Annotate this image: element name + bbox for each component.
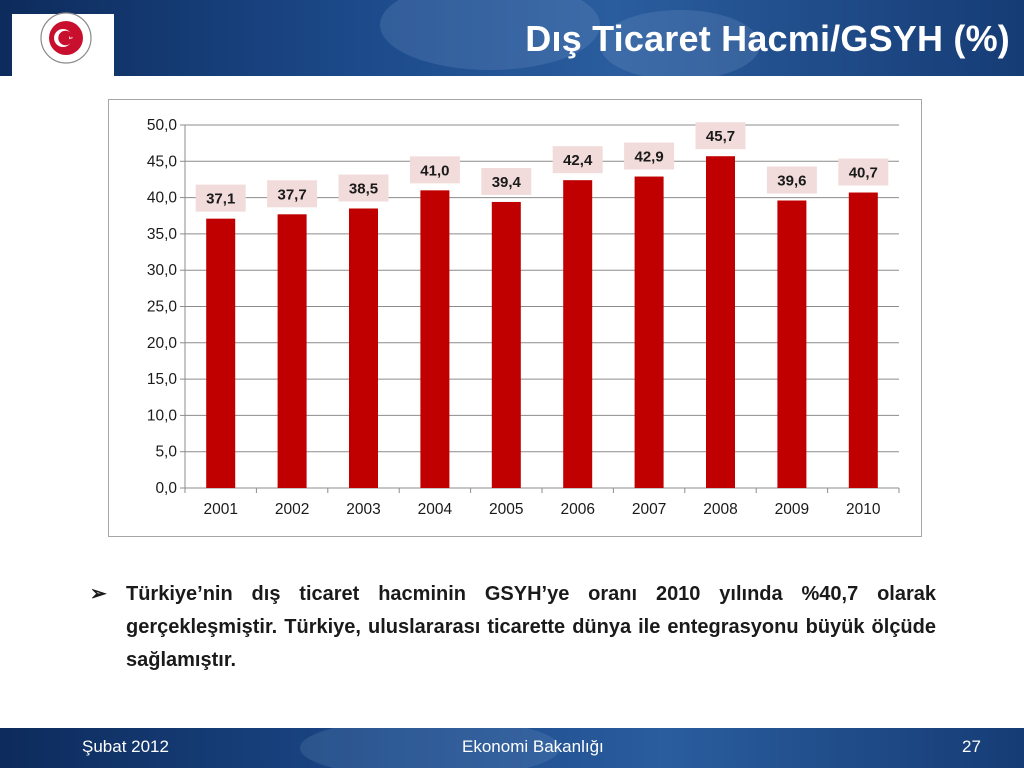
x-tick-label: 2010 — [846, 501, 881, 518]
note-text: Türkiye’nin dış ticaret hacminin GSYH’ye… — [126, 583, 936, 671]
data-label: 37,1 — [206, 191, 235, 208]
bar — [491, 201, 521, 488]
data-label-background — [838, 158, 889, 186]
data-label-background — [195, 184, 246, 212]
data-label: 37,7 — [277, 186, 306, 203]
bar — [848, 192, 878, 488]
data-label: 45,7 — [706, 128, 735, 145]
bar — [277, 214, 307, 488]
y-tick-label: 40,0 — [147, 190, 178, 207]
data-label: 40,7 — [849, 165, 878, 182]
data-label: 39,6 — [777, 173, 806, 190]
footer-bar: Şubat 2012 Ekonomi Bakanlığı 27 — [0, 728, 1024, 768]
y-tick-label: 20,0 — [147, 335, 178, 352]
y-tick-label: 25,0 — [147, 299, 178, 316]
data-label: 42,4 — [563, 152, 593, 169]
map-decoration — [300, 728, 560, 768]
data-label: 42,9 — [634, 149, 663, 166]
chart-frame: 0,0 5,0 10,0 15,0 20,0 25,0 30,0 35,0 40,0 45,0 50… — [108, 99, 922, 537]
y-tick-label: 15,0 — [147, 371, 178, 388]
data-label: 39,4 — [492, 174, 522, 191]
x-tick-label: 2008 — [703, 501, 737, 518]
y-tick-label: 5,0 — [155, 444, 177, 461]
x-tick-label: 2002 — [275, 501, 309, 518]
data-label: 38,5 — [349, 180, 378, 197]
bar — [206, 218, 236, 488]
arrow-bullet-icon: ➢ — [90, 583, 107, 605]
x-tick-label: 2005 — [489, 501, 523, 518]
data-label-background — [695, 122, 746, 150]
data-label-background — [338, 174, 389, 202]
ministry-seal-logo — [40, 12, 92, 64]
y-tick-label: 0,0 — [155, 480, 177, 497]
x-tick-label: 2009 — [775, 501, 809, 518]
x-tick-label: 2007 — [632, 501, 666, 518]
data-label: 41,0 — [420, 162, 449, 179]
map-decoration — [600, 10, 760, 76]
y-tick-label: 10,0 — [147, 407, 178, 424]
footer-organization: Ekonomi Bakanlığı — [462, 737, 604, 756]
bar — [420, 190, 450, 488]
x-tick-label: 2004 — [418, 501, 453, 518]
note-paragraph: ➢ Türkiye’nin dış ticaret hacminin GSYH’… — [90, 578, 936, 677]
data-label-background — [552, 146, 603, 174]
footer-date: Şubat 2012 — [82, 737, 169, 756]
page-title: Dış Ticaret Hacmi/GSYH (%) — [525, 18, 1010, 59]
bar-chart: 0,0 5,0 10,0 15,0 20,0 25,0 30,0 35,0 40,0 45,0 50… — [147, 117, 900, 518]
bar — [349, 208, 378, 488]
y-tick-label: 50,0 — [147, 117, 178, 134]
data-label-background — [624, 142, 675, 170]
bar — [634, 176, 664, 488]
header-bar: Dış Ticaret Hacmi/GSYH (%) — [0, 0, 1024, 76]
bar — [706, 156, 735, 488]
x-tick-label: 2006 — [560, 501, 594, 518]
page-number: 27 — [962, 737, 981, 756]
bar — [563, 180, 593, 488]
x-tick-label: 2003 — [346, 501, 380, 518]
data-label-background — [766, 166, 817, 194]
bar — [777, 200, 807, 488]
y-tick-label: 30,0 — [147, 262, 178, 279]
y-tick-label: 45,0 — [147, 153, 178, 170]
data-label-background — [481, 167, 532, 195]
data-label-background — [267, 180, 318, 208]
x-tick-label: 2001 — [203, 501, 237, 518]
data-label-background — [409, 156, 460, 184]
y-tick-label: 35,0 — [147, 226, 178, 243]
map-decoration — [380, 0, 600, 70]
